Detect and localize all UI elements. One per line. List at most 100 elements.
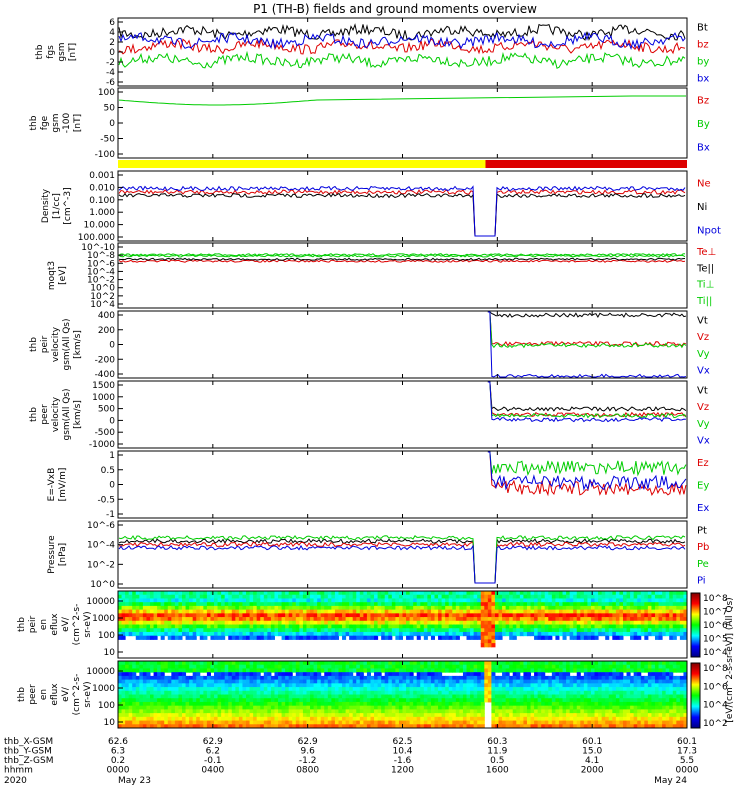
spectrogram-cell — [569, 716, 574, 722]
spectrogram-cell — [267, 624, 272, 629]
spectrogram-cell — [310, 631, 315, 637]
spectrogram-cell — [313, 613, 318, 618]
spectrogram-cell — [594, 679, 599, 684]
spectrogram-cell — [139, 694, 144, 699]
spectrogram-cell — [324, 713, 329, 718]
spectrogram-cell — [470, 716, 475, 722]
spectrogram-cell — [573, 720, 578, 725]
spectrogram-cell — [470, 591, 475, 596]
spectrogram-cell — [334, 716, 339, 722]
spectrogram-cell — [434, 620, 439, 625]
spectrogram-cell — [118, 701, 123, 707]
spectrogram-cell — [146, 690, 151, 695]
spectrogram-cell — [516, 687, 521, 692]
spectrogram-cell — [345, 613, 350, 618]
y-tick-label: 10^-6 — [87, 521, 115, 531]
spectrogram-cell — [452, 720, 457, 725]
spectrogram-cell — [345, 672, 350, 677]
spectrogram-cell — [199, 628, 204, 633]
spectrogram-cell — [285, 598, 290, 603]
spectrogram-cell — [128, 690, 133, 695]
spectrogram-cell — [477, 591, 482, 596]
spectrogram-cell — [406, 598, 411, 603]
spectrogram-cell — [555, 613, 560, 618]
spectrogram-cell — [132, 594, 137, 599]
spectrogram-cell — [299, 628, 304, 633]
spectrogram-cell — [381, 594, 386, 599]
spectrogram-cell — [157, 613, 162, 618]
spectrogram-cell — [359, 720, 364, 725]
spectrogram-cell — [313, 664, 318, 669]
spectrogram-cell — [342, 664, 347, 669]
spectrogram-cell — [427, 716, 432, 722]
spectrogram-cell — [231, 628, 236, 633]
spectrogram-cell — [576, 602, 581, 607]
spectrogram-cell — [214, 617, 219, 622]
spectrogram-cell — [377, 675, 382, 681]
spectrogram-cell — [160, 672, 165, 677]
spectrogram-cell — [555, 661, 560, 666]
spectrogram-cell — [246, 709, 251, 714]
spectrogram-cell — [672, 591, 677, 596]
spectrogram-cell — [473, 613, 478, 618]
spectrogram-cell — [459, 668, 464, 673]
spectrogram-cell — [238, 628, 243, 633]
spectrogram-cell — [566, 709, 571, 714]
spectrogram-cell — [409, 661, 414, 666]
spectrogram-cell — [224, 624, 229, 629]
spectrogram-cell — [317, 713, 322, 718]
spectrogram-cell — [146, 664, 151, 669]
spectrogram-cell — [676, 591, 681, 596]
spectrogram-cell — [157, 705, 162, 710]
spectrogram-cell — [487, 672, 492, 677]
spectrogram-cell — [327, 664, 332, 669]
spectrogram-cell — [381, 724, 386, 729]
spectrogram-cell — [231, 613, 236, 618]
spectrogram-cell — [526, 694, 532, 699]
spectrogram-cell — [320, 683, 325, 688]
spectrogram-cell — [494, 605, 500, 611]
spectrogram-cell — [363, 690, 368, 695]
spectrogram-cell — [217, 701, 222, 707]
spectrogram-cell — [509, 675, 514, 681]
spectrogram-cell — [640, 605, 645, 611]
spectrogram-cell — [473, 675, 478, 681]
spectrogram-cell — [210, 617, 215, 622]
spectrogram-cell — [377, 628, 382, 633]
spectrogram-cell — [462, 602, 468, 607]
spectrogram-cell — [288, 613, 293, 618]
spectrogram-cell — [249, 675, 254, 681]
spectrogram-cell — [203, 628, 208, 633]
spectrogram-cell — [292, 675, 297, 681]
spectrogram-cell — [551, 694, 556, 699]
spectrogram-cell — [331, 675, 336, 681]
spectrogram-cell — [459, 594, 464, 599]
spectrogram-cell — [626, 683, 631, 688]
spectrogram-cell — [494, 687, 500, 692]
spectrogram-cell — [189, 698, 194, 703]
spectrogram-cell — [253, 664, 258, 669]
spectrogram-cell — [551, 683, 556, 688]
spectrogram-cell — [679, 591, 684, 596]
spectrogram-cell — [626, 720, 631, 725]
spectrogram-cell — [118, 628, 123, 633]
spectrogram-cell — [302, 687, 307, 692]
spectrogram-cell — [370, 664, 375, 669]
spectrogram-cell — [231, 687, 236, 692]
spectrogram-cell — [630, 668, 635, 673]
spectrogram-cell — [221, 594, 226, 599]
y-tick-label: 10^0 — [90, 284, 115, 294]
spectrogram-cell — [139, 709, 144, 714]
spectrogram-cell — [434, 705, 439, 710]
spectrogram-cell — [263, 672, 268, 677]
spectrogram-cell — [288, 605, 293, 611]
spectrogram-cell — [487, 628, 492, 633]
spectrogram-cell — [665, 598, 670, 603]
spectrogram-cell — [502, 675, 507, 681]
spectrogram-cell — [384, 661, 389, 666]
spectrogram-cell — [420, 631, 425, 637]
spectrogram-cell — [157, 602, 162, 607]
spectrogram-cell — [409, 705, 414, 710]
spectrogram-cell — [256, 661, 261, 666]
